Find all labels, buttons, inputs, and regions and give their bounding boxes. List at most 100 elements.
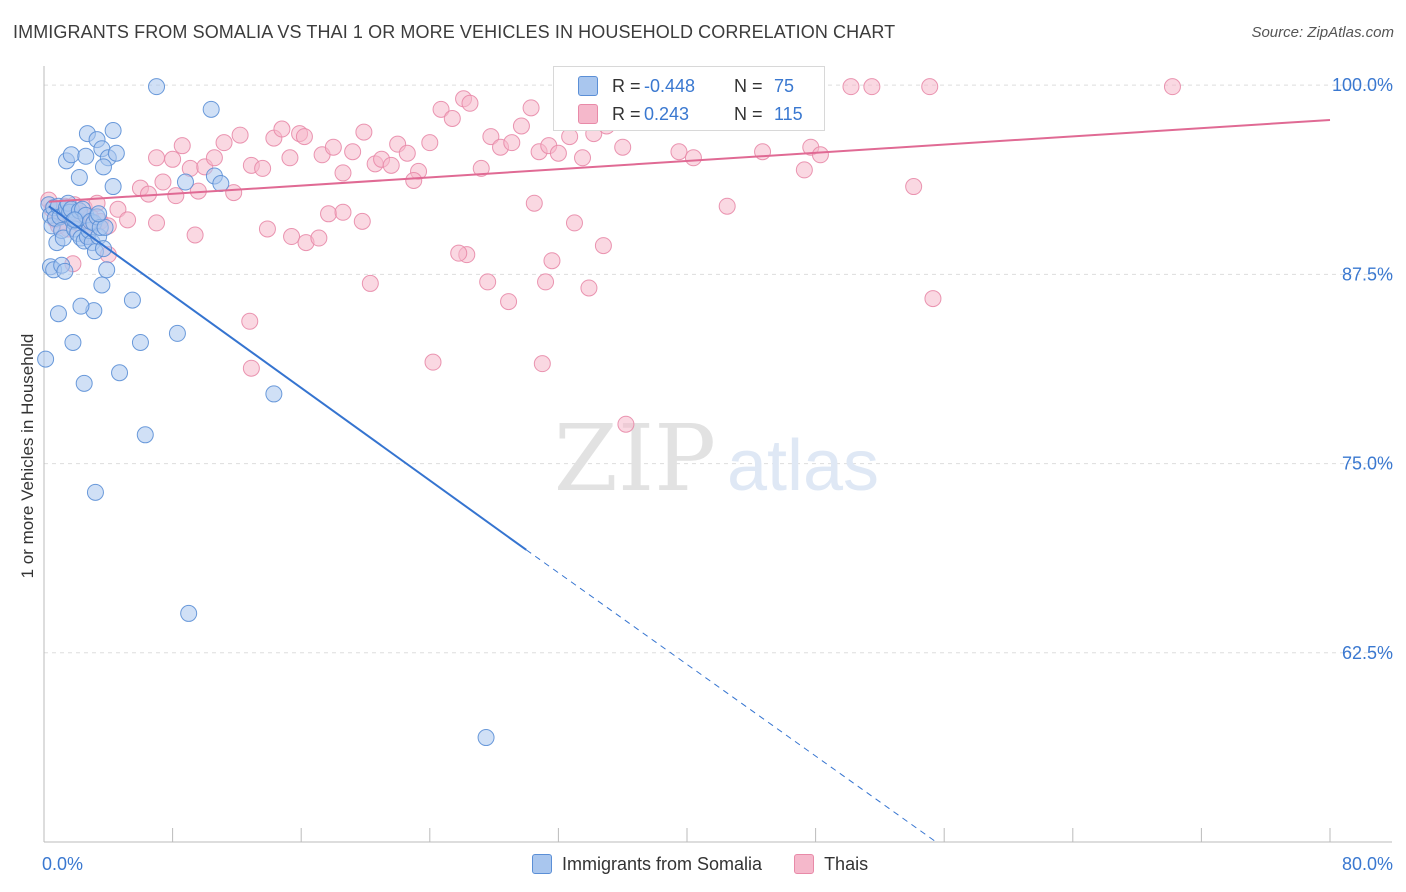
thai-point [842,78,860,96]
thai-point [320,205,338,223]
legend-label-thai: Thais [824,853,869,874]
somalia-point [176,173,194,191]
thai-point [443,109,461,127]
thai-point [561,128,579,146]
somalia-point [123,291,141,309]
n-label: N = [734,75,763,96]
somalia-point [104,178,122,196]
somalia-point [104,122,122,140]
thai-point [405,172,423,190]
thai-point [543,252,561,270]
thai-point [109,200,127,218]
y-tick-label: 62.5% [1342,643,1393,663]
somalia-trend-line [48,205,527,551]
thai-point [241,312,259,330]
thai-point [670,143,688,161]
somalia-point [98,261,116,279]
somalia-point [70,168,88,186]
thai-point [503,134,521,152]
somalia-point [56,262,74,280]
thai-point [355,123,373,141]
thai-point [334,164,352,182]
thai-point [905,178,923,196]
thai-point [432,100,450,118]
thai-point [533,355,551,373]
watermark-atlas: atlas [727,426,879,506]
thai-point [684,149,702,167]
legend-item-thai[interactable]: Thais [794,854,868,875]
thai-point [344,143,362,161]
somalia-point [131,333,149,351]
x-tick-label: 80.0% [1342,854,1393,874]
somalia-point [136,426,154,444]
thai-point [205,149,223,167]
thai-trend-line [48,118,1331,203]
somalia-point [111,364,129,382]
somalia-point [148,78,166,96]
thai-point [334,203,352,221]
thai-point [361,274,379,292]
thai-point [811,146,829,164]
somalia-point [75,374,93,392]
thai-point [500,293,518,311]
axes [43,66,1392,843]
thai-point [522,99,540,117]
thai-point [863,78,881,96]
r-value-thai: 0.243 [644,103,690,124]
x-tick-label: 0.0% [42,854,83,874]
thai-point [148,214,166,232]
thai-point [421,134,439,152]
somalia-point [37,350,55,368]
gridlines [44,84,1392,654]
somalia-point [94,240,112,258]
thai-point [461,94,479,112]
thai-point [382,156,400,174]
y-tick-labels: 62.5% 75.0% 87.5% 100.0% [1332,75,1393,663]
thai-point [186,226,204,244]
somalia-swatch [578,76,598,96]
chart-title: IMMIGRANTS FROM SOMALIA VS THAI 1 OR MOR… [13,22,896,42]
thai-legend-swatch [794,854,815,874]
r-label: R = [612,75,641,96]
thai-point [119,211,137,229]
thai-point [525,194,543,212]
thai-point [921,78,939,96]
somalia-point [94,158,112,176]
x-tick-labels: 0.0% 80.0% [42,854,1393,874]
thai-point [273,120,291,138]
thai-point [173,137,191,155]
somalia-point [265,385,283,403]
thai-point [424,353,442,371]
somalia-point [72,297,90,315]
source-label: Source: ZipAtlas.com [1251,24,1394,41]
legend-label-somalia: Immigrants from Somalia [562,853,763,874]
stats-legend: R = -0.448 N = 75 R = 0.243 N = 115 [553,66,825,131]
somalia-point [90,205,108,223]
thai-point [472,159,490,177]
legend-item-somalia[interactable]: Immigrants from Somalia [532,854,762,875]
thai-point [537,273,555,291]
thai-point [258,220,276,238]
n-label: N = [734,103,763,124]
somalia-point [64,333,82,351]
thai-point [164,150,182,168]
thai-point [924,290,942,308]
somalia-point [93,276,111,294]
thai-points [40,78,1181,433]
r-label: R = [612,103,641,124]
trend-lines [48,118,1331,843]
somalia-point [77,147,95,165]
thai-point [795,161,813,179]
somalia-points [37,78,495,747]
thai-point [324,138,342,156]
somalia-point [49,305,67,323]
thai-point [617,415,635,433]
thai-point [580,279,598,297]
n-value-somalia: 75 [774,75,795,96]
somalia-trend-extension [525,549,937,843]
thai-point [225,184,243,202]
r-value-somalia: -0.448 [644,75,696,96]
thai-point [215,134,233,152]
thai-point [512,117,530,135]
somalia-point [107,144,125,162]
